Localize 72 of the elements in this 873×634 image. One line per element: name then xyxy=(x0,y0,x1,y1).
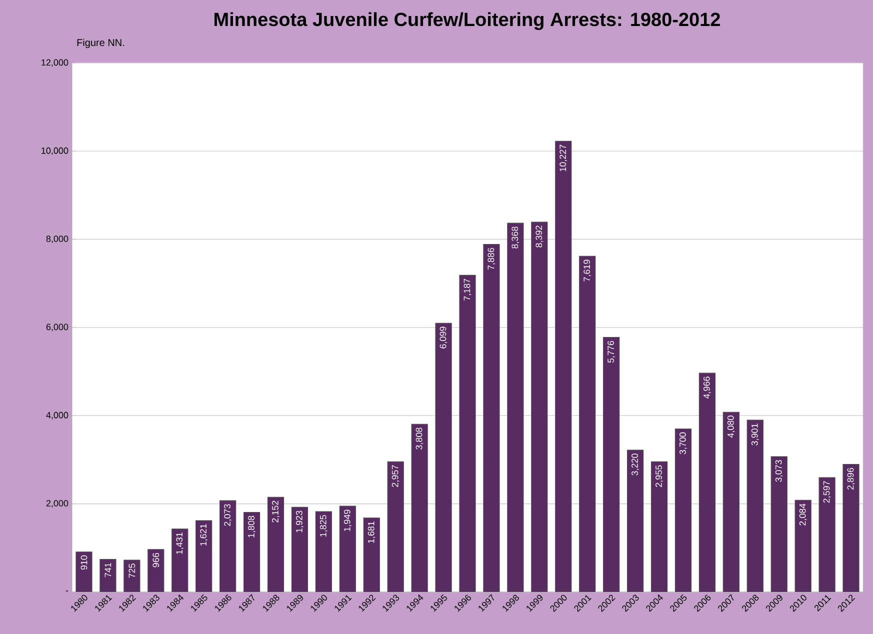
chart-title: Minnesota Juvenile Curfew/Loitering Arrests: 1980-2012 xyxy=(214,12,720,30)
bar xyxy=(674,428,692,592)
bar xyxy=(507,222,524,592)
data-label: 4,080 xyxy=(727,416,735,438)
bar xyxy=(220,500,236,592)
data-label: 2,896 xyxy=(847,468,855,490)
bar xyxy=(603,337,620,592)
bar xyxy=(770,456,788,592)
data-label: 7,619 xyxy=(584,260,592,282)
data-label: 10,227 xyxy=(560,144,568,172)
bar xyxy=(818,477,836,592)
data-label: 1,808 xyxy=(248,516,256,538)
bar xyxy=(531,222,548,592)
data-label: 3,700 xyxy=(680,432,687,454)
bar xyxy=(291,506,308,592)
bar xyxy=(315,511,332,592)
bar xyxy=(626,450,644,592)
data-label: 3,073 xyxy=(775,460,783,482)
data-label: 725 xyxy=(128,564,136,578)
bar xyxy=(459,274,476,592)
data-label: 1,825 xyxy=(320,515,328,537)
bar xyxy=(148,549,164,592)
data-label: 4,966 xyxy=(703,376,711,399)
y-tick-label: 12,000 xyxy=(42,59,68,67)
bar xyxy=(196,520,212,592)
bar xyxy=(555,140,572,592)
data-label: 2,597 xyxy=(823,481,831,503)
data-label: 1,681 xyxy=(368,522,376,543)
y-tick-label: 4,000 xyxy=(46,412,68,420)
bar xyxy=(363,518,380,592)
data-label: 741 xyxy=(104,562,112,578)
data-label: 7,886 xyxy=(488,248,496,270)
bar xyxy=(698,372,716,592)
text: Figure NN. xyxy=(77,38,124,48)
bar xyxy=(339,506,356,592)
data-label: 3,220 xyxy=(632,454,639,476)
bar xyxy=(483,244,500,592)
data-label: 3,901 xyxy=(751,424,759,446)
bar xyxy=(579,256,596,592)
y-tick-label: 6,000 xyxy=(46,324,68,332)
bar xyxy=(435,322,452,592)
data-label: 2,152 xyxy=(272,500,280,522)
y-tick-label: 10,000 xyxy=(42,147,68,155)
data-label: 3,808 xyxy=(416,428,424,450)
bar xyxy=(746,420,764,592)
bar xyxy=(650,461,668,592)
y-tick-label: 2,000 xyxy=(46,500,68,508)
bar xyxy=(842,464,860,592)
data-label: 8,392 xyxy=(536,226,544,248)
data-label: 5,776 xyxy=(608,340,616,363)
data-label: 966 xyxy=(152,553,160,568)
data-label: 2,955 xyxy=(656,465,663,487)
bar xyxy=(722,412,740,592)
y-tick-label: 8,000 xyxy=(46,236,68,244)
data-label: 1,621 xyxy=(200,524,208,546)
bar xyxy=(172,528,188,592)
data-label: 6,099 xyxy=(440,326,448,348)
y-tick-label: - xyxy=(66,590,68,592)
data-label: 2,084 xyxy=(799,504,807,526)
bar xyxy=(794,500,812,592)
data-label: 910 xyxy=(80,555,88,570)
data-label: 2,073 xyxy=(224,504,232,526)
data-label: 1,923 xyxy=(296,510,304,532)
bar xyxy=(387,461,404,592)
data-label: 8,368 xyxy=(512,226,520,248)
bar xyxy=(411,424,428,592)
data-label: 1,431 xyxy=(176,532,184,554)
data-label: 1,949 xyxy=(344,510,352,532)
bar xyxy=(243,512,260,592)
bar xyxy=(267,496,284,592)
data-label: 2,957 xyxy=(392,465,400,487)
data-label: 7,187 xyxy=(464,278,472,300)
